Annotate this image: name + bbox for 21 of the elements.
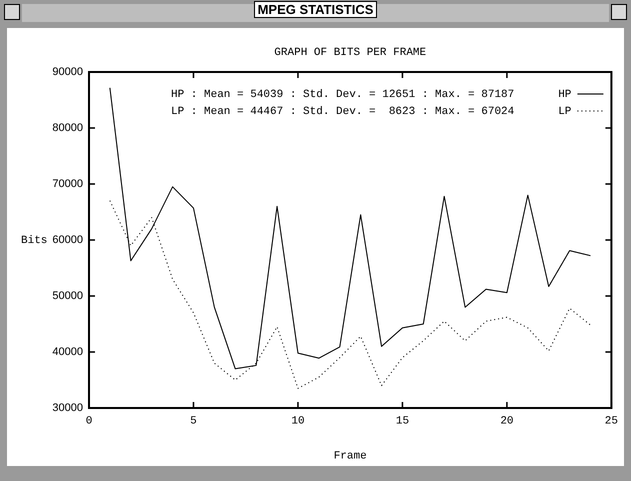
y-tick-label: 50000 xyxy=(52,290,83,302)
legend-label: LP xyxy=(558,106,572,118)
y-tick-label: 60000 xyxy=(52,234,83,246)
annotation: LP : Mean = 44467 : Std. Dev. = 8623 : Max. = 67024 xyxy=(171,106,515,118)
x-tick-label: 25 xyxy=(604,416,618,428)
x-axis-title: Frame xyxy=(334,450,367,462)
y-tick-label: 70000 xyxy=(52,178,83,190)
y-tick-label: 40000 xyxy=(52,346,83,358)
x-tick-label: 15 xyxy=(396,416,410,428)
annotation: HP : Mean = 54039 : Std. Dev. = 12651 : Max. = 87187 xyxy=(171,88,514,101)
chart-subtitle: GRAPH OF BITS PER FRAME xyxy=(274,46,427,59)
y-tick-label: 80000 xyxy=(52,122,83,134)
y-axis-title: Bits xyxy=(21,234,48,247)
y-tick-label: 90000 xyxy=(52,66,83,78)
chart-title: MPEG STATISTICS xyxy=(254,1,378,18)
x-tick-label: 5 xyxy=(190,416,197,428)
x-tick-label: 0 xyxy=(86,416,92,428)
x-tick-label: 20 xyxy=(500,416,514,428)
legend-label: HP xyxy=(558,88,572,101)
x-tick-label: 10 xyxy=(291,416,305,428)
y-tick-label: 30000 xyxy=(52,402,83,414)
